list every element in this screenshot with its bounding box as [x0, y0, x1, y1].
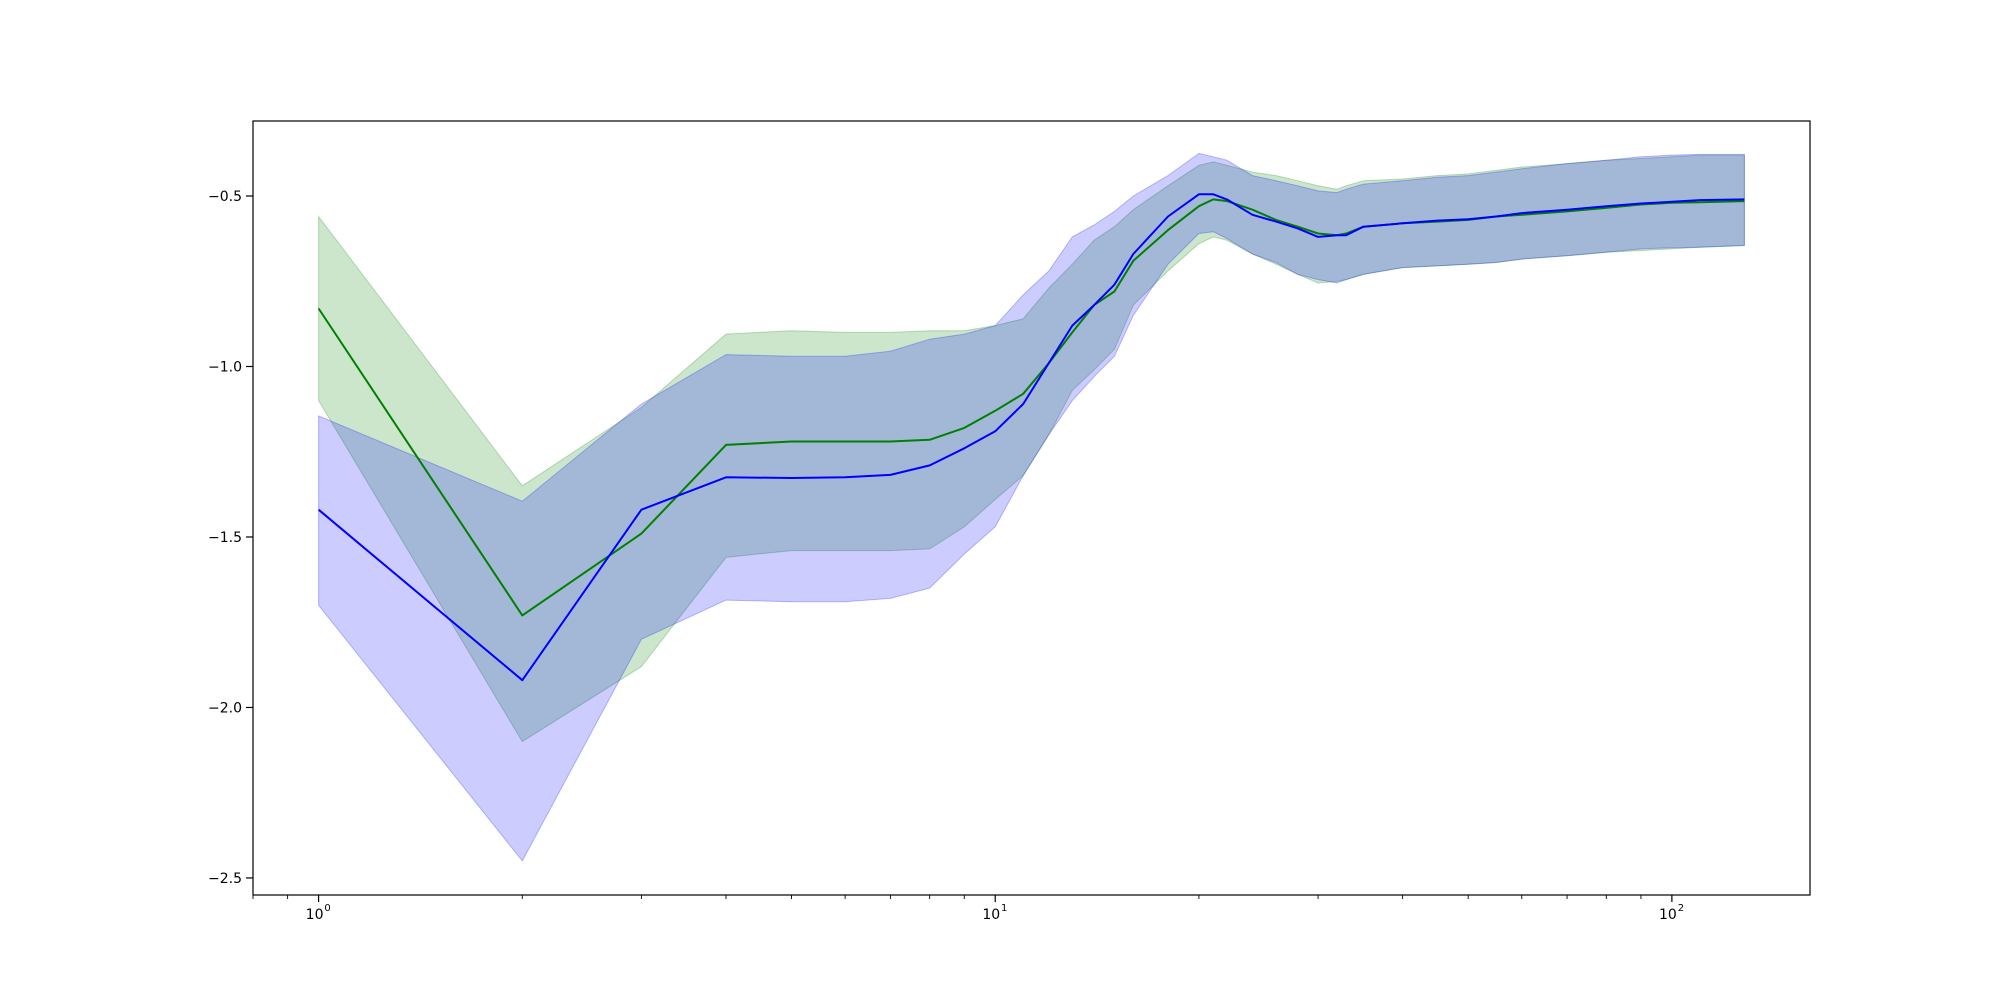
plot-area-frame: [252, 120, 1811, 896]
y-axis: −0.5 −1.0 −1.5 −2.0 −2.5: [208, 189, 253, 887]
x-tick-label-exponent: 0: [324, 903, 330, 914]
x-tick-label-exponent: 1: [1001, 903, 1007, 914]
y-tick-label: −2.0: [208, 700, 242, 716]
x-tick-label: 10: [982, 907, 1000, 923]
confidence-band-series-1: [318, 154, 1745, 743]
y-tick-label: −2.5: [208, 871, 242, 887]
mean-lines: [317, 193, 1745, 682]
y-tick-label: −1.0: [208, 359, 242, 375]
x-tick-label: 10: [306, 907, 324, 923]
mean-line-series-2: [317, 193, 1745, 682]
confidence-band-series-2: [318, 152, 1745, 862]
y-tick-label: −1.5: [208, 530, 242, 546]
x-tick-label: 10: [1659, 907, 1677, 923]
y-tick-label: −0.5: [208, 189, 242, 205]
confidence-bands: [318, 152, 1745, 862]
x-axis: 10 0 10 1 10 2: [252, 895, 1684, 923]
x-tick-label-exponent: 2: [1678, 903, 1684, 914]
mean-line-series-1: [317, 198, 1745, 617]
